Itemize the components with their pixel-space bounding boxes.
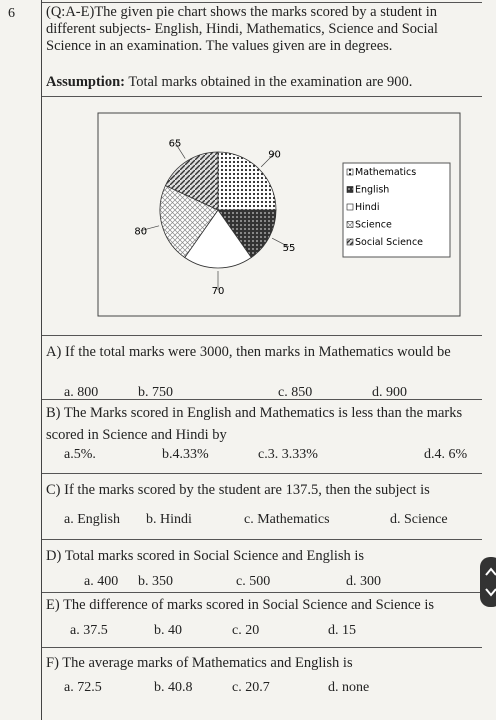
- question: A) If the total marks were 3000, then ma…: [46, 341, 476, 363]
- question-label: B): [46, 405, 61, 421]
- scroll-control[interactable]: [480, 557, 496, 607]
- pie-slice: [164, 151, 219, 211]
- option: d. none: [328, 680, 370, 695]
- slice-label: 90: [268, 149, 281, 160]
- legend-swatch: [346, 186, 354, 193]
- question: C) If the marks scored by the student ar…: [46, 479, 476, 501]
- question-text: The difference of marks scored in Social…: [63, 597, 435, 613]
- question-text: Total marks scored in Social Science and…: [64, 548, 365, 564]
- pie-slice: [217, 151, 277, 211]
- option: d. 300: [346, 574, 381, 589]
- question-number: 6: [8, 6, 15, 21]
- option: a. 72.5: [64, 680, 102, 695]
- option: c. 20.7: [232, 680, 270, 695]
- pie-slice: [184, 209, 252, 269]
- chart-frame: [97, 112, 461, 317]
- question-text: If the marks scored by the student are 1…: [64, 482, 430, 498]
- rule: [42, 2, 482, 3]
- option: c. 20: [232, 623, 260, 638]
- slice-label: 55: [283, 243, 296, 254]
- leader-line: [271, 237, 290, 248]
- rule: [42, 592, 482, 593]
- legend-swatch: [346, 168, 354, 176]
- rule: [42, 647, 482, 648]
- assumption-text: Total marks obtained in the examination …: [128, 74, 413, 90]
- rule: [42, 539, 482, 540]
- leader-line: [174, 142, 186, 159]
- legend-label: Social Science: [355, 237, 423, 248]
- question: D) Total marks scored in Social Science …: [46, 545, 476, 567]
- option: c.3. 3.33%: [258, 447, 318, 462]
- question-label: D): [46, 548, 62, 564]
- option: b.4.33%: [162, 447, 209, 462]
- option: d. 15: [328, 623, 356, 638]
- question-label: A): [46, 344, 62, 360]
- legend-label: Hindi: [355, 202, 379, 213]
- question: E) The difference of marks scored in Soc…: [46, 594, 476, 616]
- question-label: C): [46, 482, 61, 498]
- leader-line: [260, 153, 275, 168]
- option: d. Science: [390, 512, 448, 527]
- option: b. 40: [154, 623, 182, 638]
- legend-swatch: [346, 221, 354, 228]
- option: b. 40.8: [154, 680, 193, 695]
- option: a. 800: [64, 385, 99, 400]
- option: c. Mathematics: [244, 512, 330, 527]
- slice-label: 80: [134, 227, 147, 238]
- chart: 90 Mathematics 55 English 70 Hindi 80 Science 65…: [97, 112, 461, 317]
- assumption-label: Assumption:: [46, 74, 125, 90]
- option: a.5%.: [64, 447, 96, 462]
- option: d. 900: [372, 385, 407, 400]
- assumption: Assumption: Total marks obtained in the …: [46, 74, 474, 91]
- question: F) The average marks of Mathematics and …: [46, 652, 476, 674]
- legend-label: Mathematics: [355, 167, 416, 178]
- question-label: F): [46, 655, 59, 671]
- rule: [42, 473, 482, 474]
- rule: [42, 335, 482, 336]
- question-text: The Marks scored in English and Mathemat…: [46, 405, 463, 443]
- option: a. English: [64, 512, 120, 527]
- pie-slice: [217, 209, 277, 259]
- question-text: The average marks of Mathematics and Eng…: [62, 655, 353, 671]
- option: c. 850: [278, 385, 313, 400]
- legend-swatch: [346, 203, 354, 211]
- rule: [42, 399, 482, 400]
- legend-label: Science: [355, 220, 392, 231]
- legend-swatch: [346, 238, 354, 246]
- scroll-arrows: [485, 567, 496, 597]
- legend-box: [342, 162, 451, 258]
- rule: [42, 96, 482, 97]
- option: a. 400: [84, 574, 119, 589]
- option: a. 37.5: [70, 623, 108, 638]
- margin-line: [41, 0, 42, 720]
- option: b. 350: [138, 574, 173, 589]
- intro: (Q:A-E)The given pie chart shows the mar…: [46, 4, 438, 54]
- question: B) The Marks scored in English and Mathe…: [46, 402, 476, 446]
- leader-line: [140, 225, 160, 232]
- option: d.4. 6%: [424, 447, 468, 462]
- option: b. 750: [138, 385, 173, 400]
- option: b. Hindi: [146, 512, 192, 527]
- question-label: E): [46, 597, 60, 613]
- option: c. 500: [236, 574, 271, 589]
- slice-label: 70: [212, 286, 225, 297]
- slice-label: 65: [169, 139, 182, 150]
- legend-label: English: [355, 185, 389, 196]
- question-text: If the total marks were 3000, then marks…: [64, 344, 451, 360]
